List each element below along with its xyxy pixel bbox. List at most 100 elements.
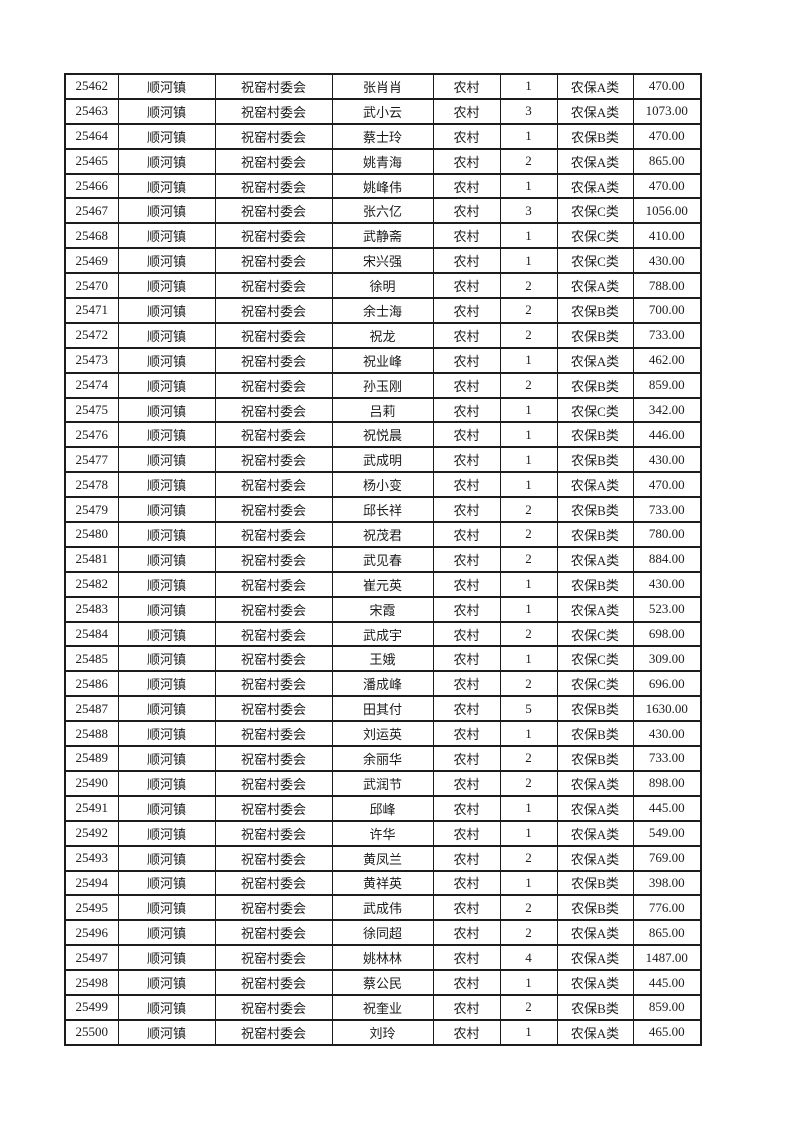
- cell-name: 宋兴强: [331, 247, 434, 275]
- cell-amount: 398.00: [632, 869, 702, 897]
- cell-name: 潘成峰: [331, 670, 434, 698]
- table-row: 25490 顺河镇 祝窑村委会 武润节 农村 2 农保A类 898.00: [64, 769, 702, 797]
- cell-town: 顺河镇: [117, 969, 216, 996]
- cell-seq: 25474: [64, 371, 119, 399]
- cell-amount: 309.00: [632, 645, 702, 673]
- cell-residence: 农村: [432, 496, 501, 524]
- cell-count: 3: [499, 97, 558, 125]
- cell-amount: 1073.00: [632, 97, 702, 125]
- cell-amount: 446.00: [632, 421, 702, 449]
- cell-count: 2: [499, 769, 558, 797]
- cell-amount: 470.00: [632, 471, 702, 499]
- cell-name: 黄凤兰: [331, 844, 434, 872]
- cell-seq: 25499: [64, 993, 119, 1021]
- table-row: 25473 顺河镇 祝窑村委会 祝业峰 农村 1 农保A类 462.00: [64, 346, 702, 374]
- cell-category: 农保A类: [556, 919, 634, 947]
- cell-seq: 25491: [64, 794, 119, 822]
- cell-seq: 25468: [64, 222, 119, 250]
- cell-name: 邱峰: [331, 794, 434, 822]
- cell-category: 农保C类: [556, 247, 634, 275]
- cell-count: 1: [499, 73, 558, 100]
- cell-category: 农保B类: [556, 371, 634, 399]
- cell-seq: 25475: [64, 396, 119, 424]
- cell-village: 祝窑村委会: [214, 496, 333, 524]
- cell-name: 宋霞: [331, 595, 434, 623]
- cell-residence: 农村: [432, 147, 501, 175]
- cell-town: 顺河镇: [117, 172, 216, 200]
- cell-amount: 859.00: [632, 993, 702, 1021]
- cell-amount: 1056.00: [632, 197, 702, 225]
- cell-seq: 25464: [64, 122, 119, 150]
- cell-category: 农保C类: [556, 620, 634, 648]
- table-row: 25479 顺河镇 祝窑村委会 邱长祥 农村 2 农保B类 733.00: [64, 496, 702, 524]
- cell-count: 1: [499, 794, 558, 822]
- cell-village: 祝窑村委会: [214, 521, 333, 548]
- cell-seq: 25496: [64, 919, 119, 947]
- table-row: 25488 顺河镇 祝窑村委会 刘运英 农村 1 农保B类 430.00: [64, 720, 702, 748]
- cell-town: 顺河镇: [117, 695, 216, 723]
- cell-residence: 农村: [432, 645, 501, 673]
- cell-village: 祝窑村委会: [214, 147, 333, 175]
- cell-count: 1: [499, 446, 558, 474]
- cell-residence: 农村: [432, 969, 501, 996]
- cell-count: 1: [499, 720, 558, 748]
- cell-category: 农保C类: [556, 645, 634, 673]
- cell-seq: 25472: [64, 321, 119, 349]
- cell-town: 顺河镇: [117, 869, 216, 897]
- cell-town: 顺河镇: [117, 247, 216, 275]
- cell-residence: 农村: [432, 222, 501, 250]
- cell-village: 祝窑村委会: [214, 97, 333, 125]
- cell-seq: 25462: [64, 73, 119, 100]
- cell-amount: 445.00: [632, 794, 702, 822]
- cell-village: 祝窑村委会: [214, 570, 333, 598]
- cell-town: 顺河镇: [117, 745, 216, 772]
- cell-seq: 25473: [64, 346, 119, 374]
- cell-seq: 25463: [64, 97, 119, 125]
- cell-amount: 342.00: [632, 396, 702, 424]
- cell-residence: 农村: [432, 73, 501, 100]
- cell-town: 顺河镇: [117, 993, 216, 1021]
- cell-seq: 25497: [64, 944, 119, 972]
- cell-name: 许华: [331, 819, 434, 847]
- cell-category: 农保A类: [556, 944, 634, 972]
- cell-village: 祝窑村委会: [214, 894, 333, 922]
- cell-count: 1: [499, 421, 558, 449]
- cell-residence: 农村: [432, 172, 501, 200]
- cell-name: 祝奎业: [331, 993, 434, 1021]
- cell-name: 武静斋: [331, 222, 434, 250]
- cell-amount: 465.00: [632, 1018, 702, 1047]
- cell-amount: 698.00: [632, 620, 702, 648]
- cell-town: 顺河镇: [117, 620, 216, 648]
- cell-residence: 农村: [432, 894, 501, 922]
- cell-count: 3: [499, 197, 558, 225]
- cell-village: 祝窑村委会: [214, 545, 333, 573]
- cell-village: 祝窑村委会: [214, 720, 333, 748]
- cell-village: 祝窑村委会: [214, 371, 333, 399]
- cell-name: 余丽华: [331, 745, 434, 772]
- cell-category: 农保A类: [556, 969, 634, 996]
- cell-residence: 农村: [432, 122, 501, 150]
- cell-village: 祝窑村委会: [214, 919, 333, 947]
- cell-residence: 农村: [432, 396, 501, 424]
- cell-count: 2: [499, 521, 558, 548]
- table-row: 25477 顺河镇 祝窑村委会 武成明 农村 1 农保B类 430.00: [64, 446, 702, 474]
- cell-residence: 农村: [432, 346, 501, 374]
- table-row: 25495 顺河镇 祝窑村委会 武成伟 农村 2 农保B类 776.00: [64, 894, 702, 922]
- cell-category: 农保B类: [556, 695, 634, 723]
- cell-name: 王娥: [331, 645, 434, 673]
- cell-residence: 农村: [432, 446, 501, 474]
- cell-town: 顺河镇: [117, 894, 216, 922]
- cell-amount: 884.00: [632, 545, 702, 573]
- cell-count: 1: [499, 396, 558, 424]
- cell-name: 祝茂君: [331, 521, 434, 548]
- cell-count: 1: [499, 869, 558, 897]
- cell-count: 2: [499, 670, 558, 698]
- cell-seq: 25465: [64, 147, 119, 175]
- cell-count: 1: [499, 570, 558, 598]
- cell-village: 祝窑村委会: [214, 446, 333, 474]
- table-row: 25498 顺河镇 祝窑村委会 蔡公民 农村 1 农保A类 445.00: [64, 969, 702, 996]
- cell-category: 农保A类: [556, 172, 634, 200]
- cell-seq: 25486: [64, 670, 119, 698]
- cell-village: 祝窑村委会: [214, 297, 333, 324]
- table-row: 25491 顺河镇 祝窑村委会 邱峰 农村 1 农保A类 445.00: [64, 794, 702, 822]
